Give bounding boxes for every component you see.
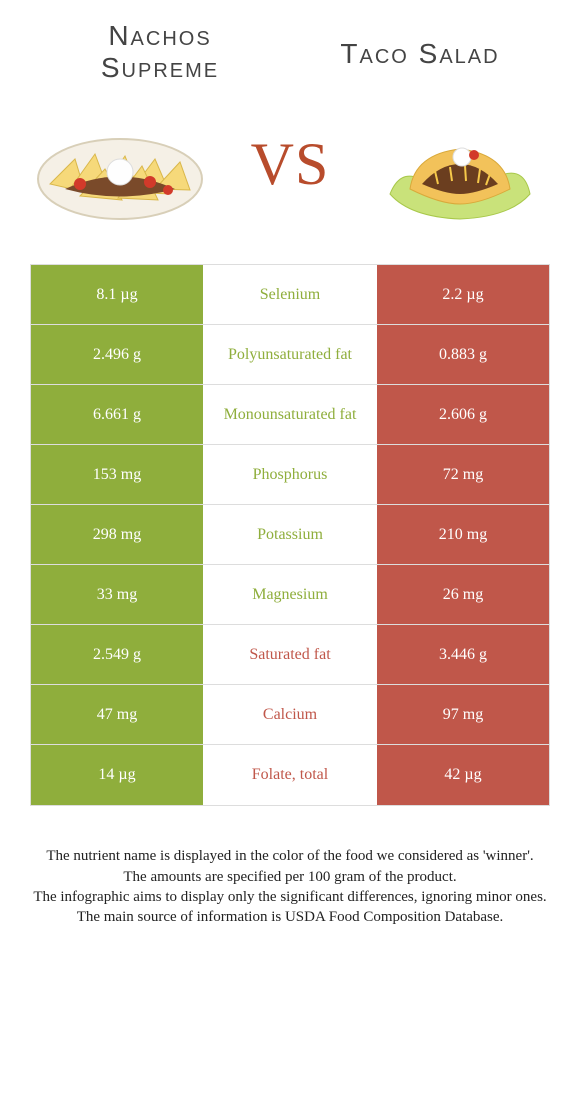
- table-row: 33 mgMagnesium26 mg: [31, 565, 549, 625]
- value-left: 33 mg: [31, 565, 203, 624]
- table-row: 6.661 gMonounsaturated fat2.606 g: [31, 385, 549, 445]
- value-left: 8.1 µg: [31, 265, 203, 324]
- value-right: 42 µg: [377, 745, 549, 805]
- table-row: 2.496 gPolyunsaturated fat0.883 g: [31, 325, 549, 385]
- value-right: 2.2 µg: [377, 265, 549, 324]
- table-row: 298 mgPotassium210 mg: [31, 505, 549, 565]
- value-right: 72 mg: [377, 445, 549, 504]
- title-left: Nachos Supreme: [30, 20, 290, 84]
- value-right: 97 mg: [377, 685, 549, 744]
- title-right: Taco Salad: [290, 20, 550, 70]
- title-left-line2: Supreme: [101, 52, 219, 83]
- footer-line-2: The amounts are specified per 100 gram o…: [20, 867, 560, 887]
- table-row: 14 µgFolate, total42 µg: [31, 745, 549, 805]
- title-left-line1: Nachos: [108, 20, 211, 51]
- nutrient-name: Folate, total: [203, 745, 377, 805]
- value-left: 14 µg: [31, 745, 203, 805]
- nutrient-name: Potassium: [203, 505, 377, 564]
- vs-label: VS: [251, 130, 330, 199]
- value-left: 153 mg: [31, 445, 203, 504]
- value-left: 47 mg: [31, 685, 203, 744]
- images-row: VS: [0, 94, 580, 264]
- value-left: 6.661 g: [31, 385, 203, 444]
- table-row: 8.1 µgSelenium2.2 µg: [31, 265, 549, 325]
- value-right: 2.606 g: [377, 385, 549, 444]
- nachos-image: [30, 94, 210, 234]
- value-right: 26 mg: [377, 565, 549, 624]
- value-right: 3.446 g: [377, 625, 549, 684]
- footer-line-1: The nutrient name is displayed in the co…: [20, 846, 560, 866]
- value-left: 2.496 g: [31, 325, 203, 384]
- nutrient-name: Selenium: [203, 265, 377, 324]
- value-left: 2.549 g: [31, 625, 203, 684]
- nutrient-name: Phosphorus: [203, 445, 377, 504]
- comparison-table: 8.1 µgSelenium2.2 µg2.496 gPolyunsaturat…: [30, 264, 550, 806]
- footer-line-4: The main source of information is USDA F…: [20, 907, 560, 927]
- nutrient-name: Saturated fat: [203, 625, 377, 684]
- nutrient-name: Magnesium: [203, 565, 377, 624]
- nutrient-name: Polyunsaturated fat: [203, 325, 377, 384]
- table-row: 47 mgCalcium97 mg: [31, 685, 549, 745]
- nutrient-name: Monounsaturated fat: [203, 385, 377, 444]
- value-right: 0.883 g: [377, 325, 549, 384]
- header: Nachos Supreme Taco Salad: [0, 0, 580, 94]
- footer: The nutrient name is displayed in the co…: [0, 806, 580, 927]
- nutrient-name: Calcium: [203, 685, 377, 744]
- table-row: 153 mgPhosphorus72 mg: [31, 445, 549, 505]
- value-left: 298 mg: [31, 505, 203, 564]
- table-row: 2.549 gSaturated fat3.446 g: [31, 625, 549, 685]
- taco-salad-image: [370, 94, 550, 234]
- value-right: 210 mg: [377, 505, 549, 564]
- footer-line-3: The infographic aims to display only the…: [20, 887, 560, 907]
